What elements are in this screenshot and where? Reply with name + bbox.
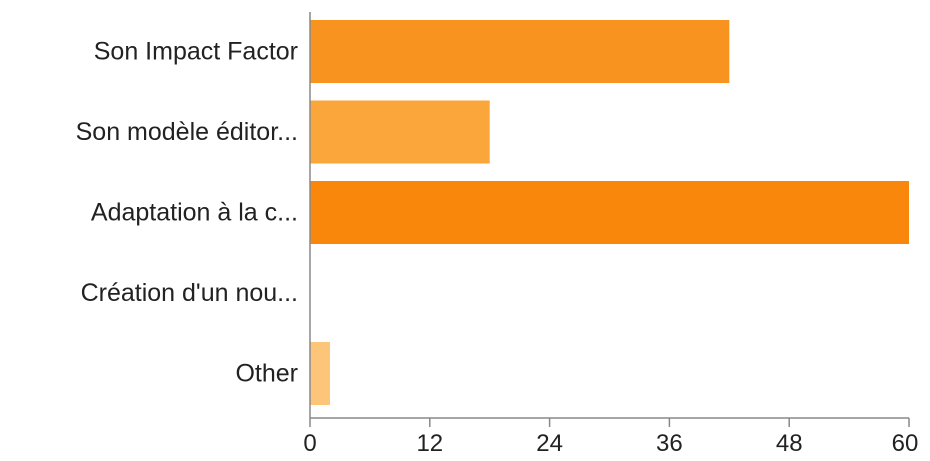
category-label-1: Son modèle éditor... [76, 118, 298, 146]
bars-group [310, 20, 909, 405]
bar-0 [310, 20, 730, 83]
x-tick-label-5: 60 [892, 430, 919, 457]
x-tick-label-2: 24 [536, 430, 563, 457]
x-ticks-group: 0 12 24 36 48 60 [303, 418, 918, 457]
x-tick-label-4: 48 [776, 430, 803, 457]
category-label-3: Création d'un nou... [81, 279, 298, 307]
x-tick-label-3: 36 [656, 430, 683, 457]
category-label-0: Son Impact Factor [94, 38, 298, 66]
x-tick-label-1: 12 [416, 430, 443, 457]
category-labels: Son Impact Factor Son modèle éditor... Ada… [76, 38, 298, 388]
category-label-2: Adaptation à la c... [91, 199, 298, 227]
category-label-4: Other [235, 360, 298, 388]
bar-2 [310, 181, 909, 244]
x-tick-label-0: 0 [303, 430, 316, 457]
axes-group [309, 12, 909, 419]
bar-4 [310, 342, 330, 405]
bar-1 [310, 100, 490, 164]
